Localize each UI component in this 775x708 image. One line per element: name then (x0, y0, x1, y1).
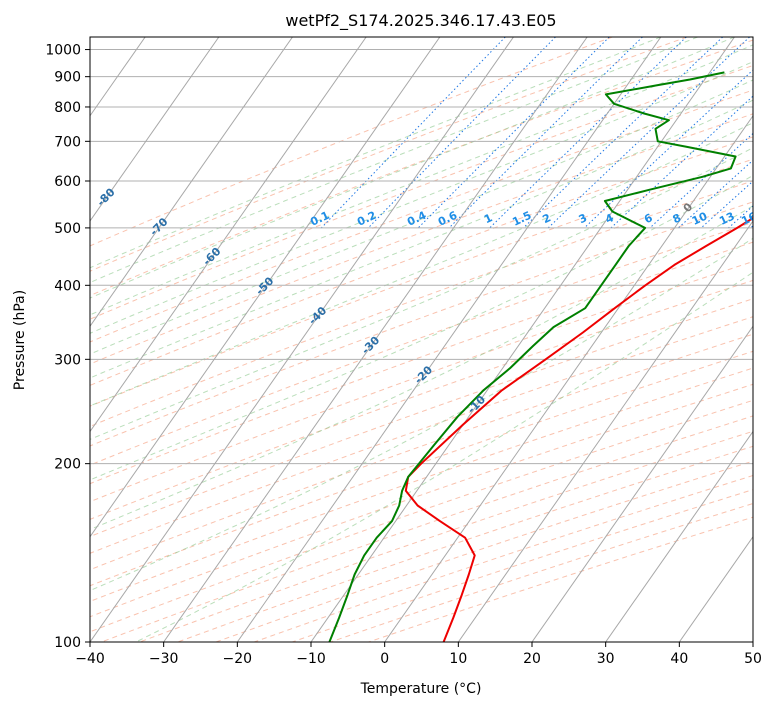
moist-adiabat (90, 147, 753, 440)
y-tick-label: 500 (54, 221, 81, 237)
mixing-ratio-line (728, 205, 753, 229)
isotherm-gridline (236, 37, 662, 642)
x-tick-label: 20 (523, 651, 541, 667)
mixing-ratio-line (700, 180, 753, 229)
y-axis-label: Pressure (hPa) (12, 290, 28, 390)
x-tick-label: −30 (149, 651, 179, 667)
x-tick-label: −10 (296, 651, 326, 667)
y-tick-label: 800 (54, 100, 81, 116)
mixing-ratio-line (523, 37, 724, 229)
isotherm-label: -80 (94, 185, 117, 208)
y-tick-label: 400 (54, 278, 81, 294)
isotherm-gridline (605, 430, 753, 642)
mixing-ratio-label: 6 (642, 211, 655, 226)
dry-adiabat (90, 279, 753, 520)
moist-adiabat (90, 174, 753, 481)
isotherm-gridline (678, 535, 753, 642)
dry-adiabat (139, 430, 753, 642)
y-tick-label: 300 (54, 352, 81, 368)
mixing-ratio-label: 13 (717, 210, 736, 228)
moist-adiabat (90, 37, 661, 269)
isotherm-label: -10 (465, 393, 488, 416)
x-tick-label: 40 (670, 651, 688, 667)
moist-adiabat (90, 205, 753, 531)
isotherm-gridline (0, 37, 72, 642)
dewpoint-profile-line (328, 71, 737, 642)
mixing-ratio-line (750, 225, 753, 229)
dry-adiabat (90, 180, 753, 427)
isotherm-gridline (531, 325, 753, 642)
isotherm-gridline (90, 37, 514, 642)
dry-adiabat (90, 89, 753, 343)
chart-title: wetPf2_S174.2025.346.17.43.E05 (285, 11, 556, 31)
dry-adiabat (90, 399, 753, 633)
mixing-ratio-label: 3 (577, 211, 589, 226)
isotherm-gridline (457, 220, 753, 642)
x-tick-label: 0 (380, 651, 389, 667)
isotherm-label: -50 (253, 274, 276, 297)
isotherm-gridline (384, 114, 753, 642)
isotherm-label: -40 (306, 304, 329, 327)
isotherm-gridline (163, 37, 588, 642)
y-tick-label: 100 (54, 635, 81, 651)
isotherm-label: -100 (0, 123, 15, 152)
x-tick-label: 10 (449, 651, 467, 667)
mixing-ratio-line (417, 37, 610, 229)
mixing-ratio-label: 10 (690, 209, 710, 227)
dry-adiabat (90, 367, 753, 602)
moist-adiabat (90, 79, 753, 355)
y-tick-label: 600 (54, 174, 81, 190)
mixing-ratio-line (649, 132, 753, 229)
x-axis-label: Temperature (°C) (360, 681, 482, 697)
isotherm-gridline (310, 37, 735, 642)
dry-adiabat (90, 383, 753, 618)
isotherm-gridline (90, 37, 441, 538)
mixing-ratio-label: 1.5 (510, 209, 533, 229)
isotherm-gridline (90, 37, 293, 328)
dry-adiabat (177, 445, 753, 642)
mixing-ratio-label: 1 (482, 211, 494, 226)
dry-adiabat (292, 489, 753, 642)
mixing-ratio-line (547, 37, 750, 229)
mixing-ratio-line (584, 69, 753, 229)
mixing-ratio-label: 0.2 (355, 209, 378, 229)
mixing-ratio-label: 20 (764, 209, 775, 227)
y-tick-label: 700 (54, 134, 81, 150)
dry-adiabat (90, 39, 753, 297)
plot-frame (89, 36, 754, 643)
x-tick-label: 30 (597, 651, 615, 667)
moist-adiabat (90, 122, 753, 407)
mixing-ratio-line (489, 37, 687, 229)
dry-adiabat (90, 113, 753, 365)
dry-adiabat (90, 37, 613, 247)
moist-adiabat (90, 99, 753, 379)
isotherm-gridline (90, 37, 220, 222)
mixing-ratio-line (678, 159, 753, 229)
moist-adiabat (135, 271, 753, 642)
dry-adiabat (90, 37, 688, 272)
moist-adiabat (90, 61, 753, 334)
temperature-profile-line (404, 216, 753, 642)
x-tick-label: −40 (75, 651, 105, 667)
x-tick-label: 50 (744, 651, 762, 667)
mixing-ratio-line (321, 37, 506, 229)
dry-adiabat (90, 298, 753, 538)
y-tick-label: 900 (54, 70, 81, 86)
mixing-ratio-label: 0.1 (308, 209, 331, 229)
y-tick-label: 1000 (45, 43, 81, 59)
mixing-ratio-label: 2 (541, 211, 553, 226)
dry-adiabat (90, 241, 753, 485)
y-tick-label: 200 (54, 457, 81, 473)
moist-adiabat (90, 37, 698, 284)
isotherm-gridline (90, 37, 367, 433)
isotherm-label: -20 (412, 363, 435, 386)
mixing-ratio-label: 0.4 (405, 209, 428, 229)
mixing-ratio-line (367, 37, 556, 229)
x-tick-label: −20 (223, 651, 253, 667)
mixing-ratio-label: 16 (739, 209, 759, 227)
isotherm-gridline (752, 641, 753, 642)
